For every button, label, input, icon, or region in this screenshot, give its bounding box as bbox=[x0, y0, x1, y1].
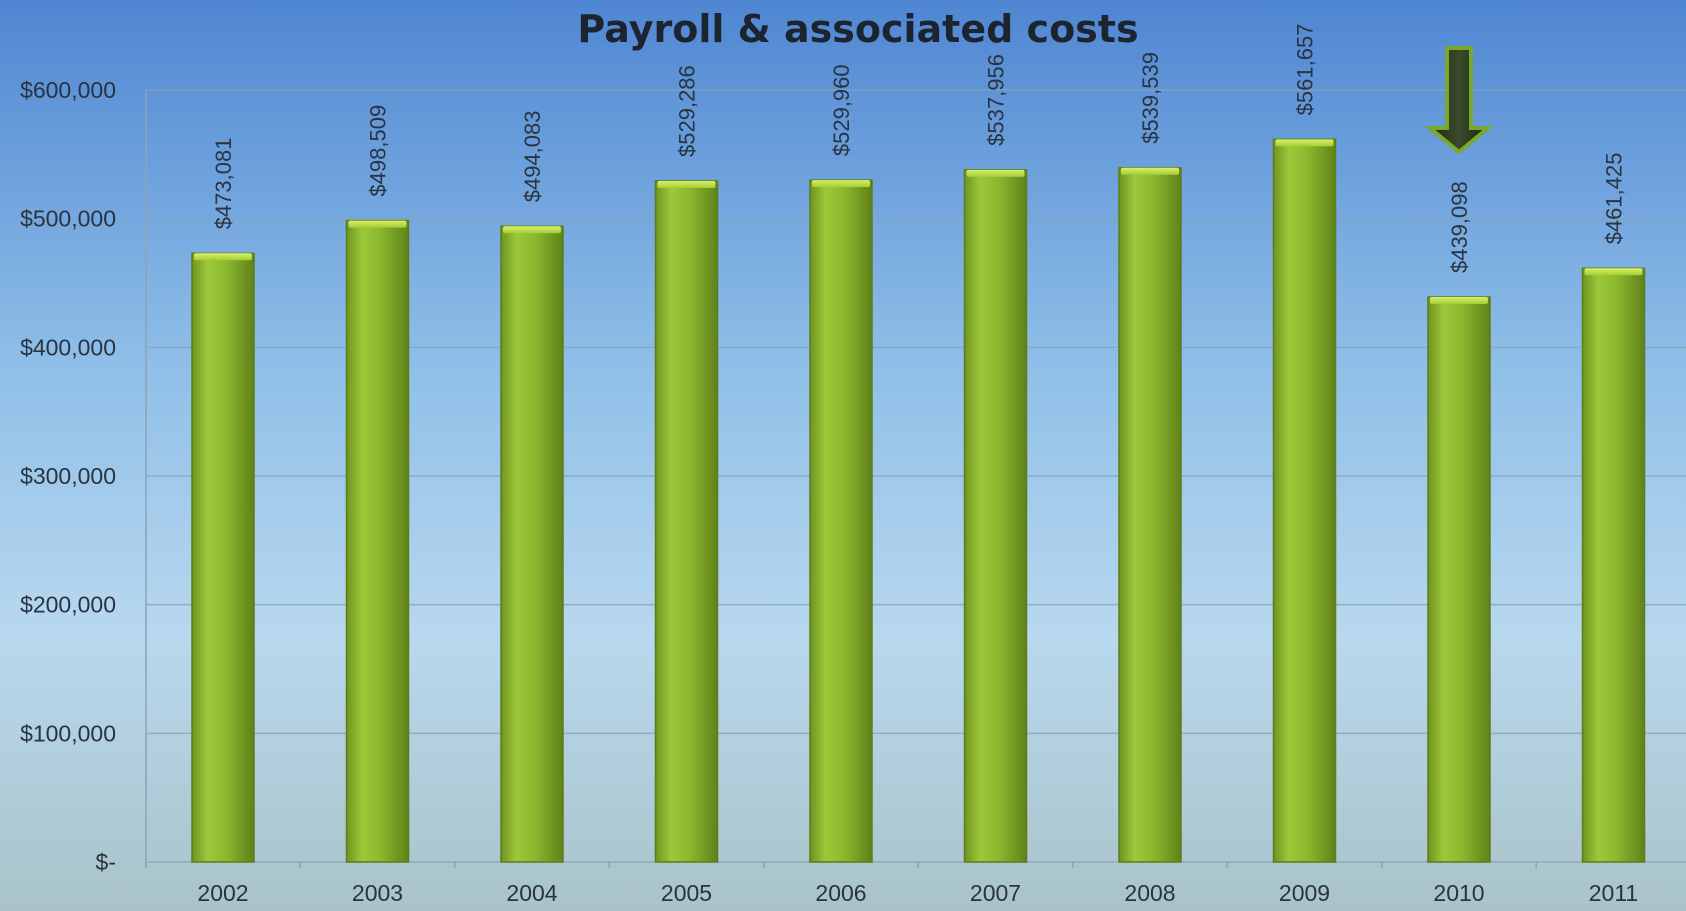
bar bbox=[345, 219, 410, 863]
x-tick-label: 2011 bbox=[1589, 880, 1638, 906]
data-label: $494,083 bbox=[520, 111, 545, 203]
x-axis: 2002 2003 2004 2005 2006 2007 2008 2009 2010 2011 bbox=[145, 862, 1638, 906]
y-tick-label: $300,000 bbox=[20, 463, 116, 489]
down-arrow-icon bbox=[1424, 46, 1494, 155]
bar bbox=[1581, 267, 1646, 863]
x-tick-label: 2008 bbox=[1124, 880, 1175, 906]
bar-cap bbox=[966, 169, 1025, 177]
bar-cap bbox=[1584, 268, 1643, 276]
highlight-marker bbox=[1424, 46, 1494, 155]
data-label: $498,509 bbox=[366, 105, 391, 197]
bar bbox=[1427, 296, 1491, 863]
bar-cap bbox=[1430, 297, 1488, 305]
y-tick-label: $500,000 bbox=[20, 206, 116, 232]
data-label: $539,539 bbox=[1138, 52, 1163, 144]
bar-cap bbox=[194, 253, 252, 261]
bars bbox=[191, 138, 1646, 863]
bar-cap bbox=[812, 180, 870, 188]
y-tick-label: $200,000 bbox=[20, 592, 116, 618]
x-tick-label: 2003 bbox=[352, 880, 403, 906]
bar bbox=[191, 252, 255, 863]
data-label: $529,286 bbox=[675, 65, 700, 157]
x-tick-label: 2010 bbox=[1433, 880, 1484, 906]
bar bbox=[500, 225, 564, 863]
bar bbox=[1272, 138, 1337, 863]
bar bbox=[1118, 167, 1182, 863]
bar-cap bbox=[657, 180, 716, 188]
y-axis: $- $100,000 $200,000 $300,000 $400,000 $500,0… bbox=[20, 77, 147, 875]
data-label: $473,081 bbox=[211, 138, 236, 230]
data-label: $439,098 bbox=[1447, 181, 1472, 273]
data-label: $529,960 bbox=[829, 64, 854, 156]
y-tick-label: $400,000 bbox=[20, 334, 116, 360]
bar-cap bbox=[348, 220, 407, 228]
x-tick-label: 2002 bbox=[197, 880, 248, 906]
y-tick-label: $- bbox=[96, 849, 116, 875]
data-label: $461,425 bbox=[1602, 153, 1627, 245]
x-tick-label: 2007 bbox=[970, 880, 1021, 906]
bar-cap bbox=[1121, 167, 1179, 175]
x-tick-label: 2006 bbox=[815, 880, 866, 906]
x-tick-label: 2009 bbox=[1279, 880, 1330, 906]
data-label: $561,657 bbox=[1293, 24, 1318, 116]
y-tick-label: $100,000 bbox=[20, 720, 116, 746]
bar bbox=[809, 179, 873, 863]
data-labels: $473,081 $498,509 $494,083 $529,286 $529,960… bbox=[211, 24, 1627, 273]
bar bbox=[654, 180, 719, 863]
chart-title: Payroll & associated costs bbox=[577, 7, 1138, 51]
x-tick-label: 2004 bbox=[506, 880, 557, 906]
y-tick-label: $600,000 bbox=[20, 77, 116, 103]
data-label: $537,956 bbox=[984, 54, 1009, 146]
bar-cap bbox=[1275, 139, 1334, 147]
bar bbox=[963, 169, 1028, 863]
x-tick-label: 2005 bbox=[661, 880, 712, 906]
bar-cap bbox=[503, 226, 561, 234]
